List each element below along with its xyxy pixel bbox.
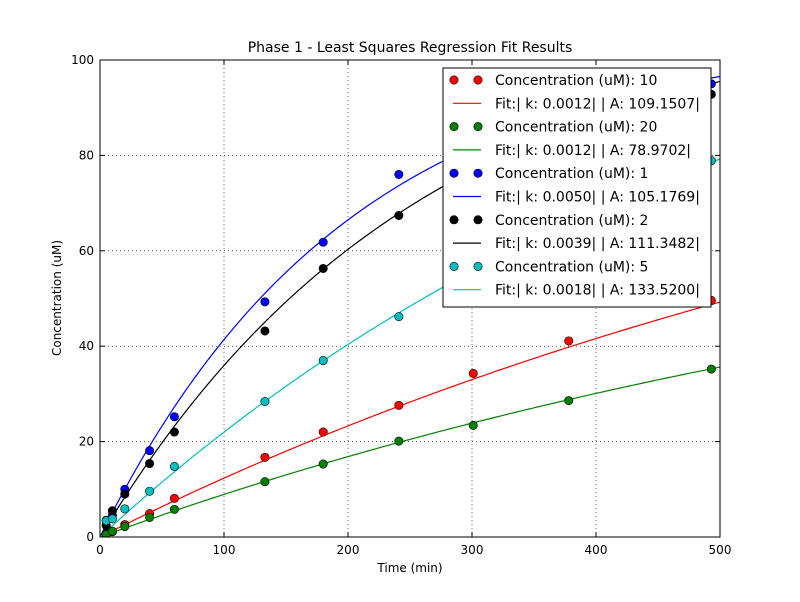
legend-marker xyxy=(473,215,483,225)
x-tick-label: 300 xyxy=(461,543,484,557)
data-point-0 xyxy=(260,452,270,462)
data-point-4 xyxy=(145,446,155,456)
data-point-6 xyxy=(169,427,179,437)
y-tick-label: 80 xyxy=(79,148,94,162)
legend-marker xyxy=(473,168,483,178)
chart-title: Phase 1 - Least Squares Regression Fit R… xyxy=(248,40,573,56)
legend-label: Concentration (uM): 1 xyxy=(495,166,648,182)
series-line-3 xyxy=(100,366,720,537)
y-tick-label: 20 xyxy=(79,435,94,449)
legend-marker xyxy=(449,122,459,132)
legend-label: Concentration (uM): 10 xyxy=(495,73,657,89)
data-point-8 xyxy=(169,461,179,471)
legend-label: Concentration (uM): 2 xyxy=(495,213,648,229)
legend-box xyxy=(442,67,712,308)
data-point-2 xyxy=(394,436,404,446)
series-line-1 xyxy=(100,301,720,537)
y-tick-label: 0 xyxy=(86,530,94,544)
data-point-0 xyxy=(468,368,478,378)
x-tick-label: 500 xyxy=(709,543,732,557)
data-point-6 xyxy=(107,506,117,516)
legend-label: Fit:| k: 0.0018| | A: 133.5200| xyxy=(495,283,700,299)
data-point-6 xyxy=(260,326,270,336)
legend-marker xyxy=(449,75,459,85)
data-point-6 xyxy=(394,211,404,221)
legend-marker xyxy=(449,215,459,225)
data-point-6 xyxy=(120,489,130,499)
plot-frame xyxy=(99,59,721,538)
data-point-8 xyxy=(260,397,270,407)
data-point-2 xyxy=(169,504,179,514)
data-point-2 xyxy=(706,364,716,374)
data-point-0 xyxy=(394,400,404,410)
data-point-8 xyxy=(145,486,155,496)
legend-label: Fit:| k: 0.0050| | A: 105.1769| xyxy=(495,190,700,206)
data-point-0 xyxy=(564,336,574,346)
data-point-6 xyxy=(318,263,328,273)
legend-label: Fit:| k: 0.0012| | A: 109.1507| xyxy=(495,96,700,112)
data-point-8 xyxy=(394,312,404,322)
x-tick-label: 0 xyxy=(96,543,104,557)
legend-label: Fit:| k: 0.0012| | A: 78.9702| xyxy=(495,143,691,159)
legend-label: Concentration (uM): 20 xyxy=(495,120,657,136)
data-point-8 xyxy=(107,514,117,524)
x-tick-label: 400 xyxy=(585,543,608,557)
axis-ticks: 0 100 200 300 400 500 0 20 40 60 80 100 xyxy=(71,53,731,557)
y-tick-label: 40 xyxy=(79,339,94,353)
legend-label: Fit:| k: 0.0039| | A: 111.3482| xyxy=(495,236,700,252)
legend-label: Concentration (uM): 5 xyxy=(495,259,648,275)
data-point-8 xyxy=(318,356,328,366)
data-point-2 xyxy=(107,526,117,536)
data-point-4 xyxy=(318,237,328,247)
legend-marker xyxy=(473,122,483,132)
legend-marker xyxy=(473,261,483,271)
data-point-2 xyxy=(260,477,270,487)
data-point-0 xyxy=(318,427,328,437)
y-axis-label: Concentration (uM) xyxy=(50,240,64,356)
x-axis-label: Time (min) xyxy=(376,561,442,575)
data-point-0 xyxy=(169,493,179,503)
legend-marker xyxy=(449,261,459,271)
data-point-2 xyxy=(564,396,574,406)
data-point-2 xyxy=(468,420,478,430)
data-point-2 xyxy=(120,522,130,532)
y-tick-label: 100 xyxy=(71,53,94,67)
legend: Concentration (uM): 10 Fit:| k: 0.0012| |… xyxy=(442,67,712,308)
y-tick-label: 60 xyxy=(79,244,94,258)
legend-marker xyxy=(449,168,459,178)
data-point-4 xyxy=(169,412,179,422)
data-point-4 xyxy=(260,297,270,307)
data-point-4 xyxy=(394,169,404,179)
data-point-6 xyxy=(145,459,155,469)
legend-marker xyxy=(473,75,483,85)
data-point-2 xyxy=(318,459,328,469)
x-tick-label: 100 xyxy=(213,543,236,557)
data-point-2 xyxy=(145,512,155,522)
data-point-8 xyxy=(120,504,130,514)
x-tick-label: 200 xyxy=(337,543,360,557)
